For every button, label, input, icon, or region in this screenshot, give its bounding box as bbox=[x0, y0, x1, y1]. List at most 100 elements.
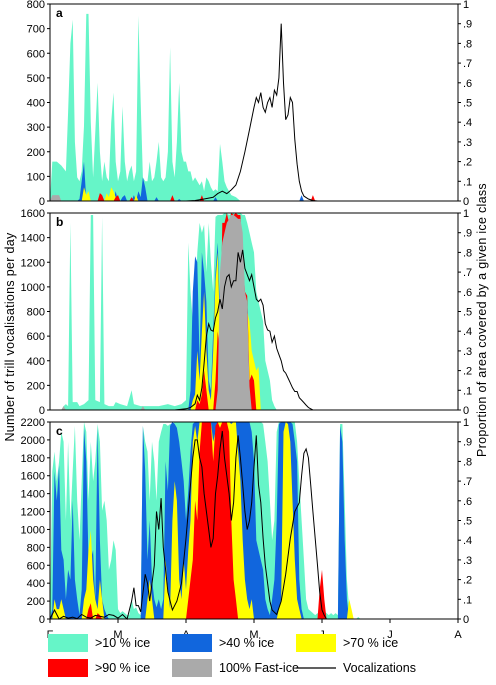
right-tick-label: .9 bbox=[463, 228, 472, 240]
area-ice10-panel-a bbox=[50, 13, 458, 202]
left-tick-label: 1000 bbox=[21, 282, 45, 294]
legend-swatch bbox=[172, 659, 212, 677]
right-tick-label: .2 bbox=[463, 157, 472, 169]
left-tick-label: 1800 bbox=[21, 453, 45, 465]
right-tick-label: .1 bbox=[463, 176, 472, 188]
left-tick-label: 800 bbox=[27, 0, 45, 11]
left-tick-label: 100 bbox=[27, 171, 45, 183]
left-tick-label: 300 bbox=[27, 122, 45, 134]
area-ice70-panel-b bbox=[50, 222, 458, 410]
left-tick-label: 1600 bbox=[21, 208, 45, 220]
left-tick-label: 1600 bbox=[21, 471, 45, 483]
left-tick-label: 0 bbox=[39, 405, 45, 417]
left-tick-label: 1200 bbox=[21, 507, 45, 519]
left-tick-label: 1400 bbox=[21, 233, 45, 245]
left-tick-label: 800 bbox=[27, 307, 45, 319]
right-tick-label: .4 bbox=[463, 326, 472, 338]
right-tick-label: .4 bbox=[463, 117, 472, 129]
vocalisation-line-panel-c bbox=[49, 430, 458, 620]
area-ice40-panel-c bbox=[50, 422, 458, 619]
right-tick-label: 0 bbox=[463, 614, 469, 626]
area-ice10-panel-b bbox=[50, 213, 458, 410]
right-tick-label: .9 bbox=[463, 19, 472, 31]
month-tick-label: M bbox=[113, 629, 122, 641]
right-tick-label: .8 bbox=[463, 247, 472, 259]
chart-panels: 01002003004005006007008000.1.2.3.4.5.6.7… bbox=[21, 0, 473, 626]
legend-swatch bbox=[296, 634, 336, 652]
right-tick-label: 1 bbox=[463, 208, 469, 220]
vocalisation-line-panel-b bbox=[174, 249, 458, 411]
area-ice70-panel-c bbox=[50, 422, 458, 619]
left-tick-label: 800 bbox=[27, 542, 45, 554]
legend-label: >90 % ice bbox=[95, 661, 150, 675]
right-tick-label: .5 bbox=[463, 516, 472, 528]
left-tick-label: 1200 bbox=[21, 257, 45, 269]
right-tick-label: .6 bbox=[463, 496, 472, 508]
right-tick-label: .1 bbox=[463, 385, 472, 397]
legend-item-ice90: >90 % ice bbox=[48, 659, 150, 677]
legend-label: Vocalizations bbox=[343, 661, 416, 675]
right-tick-label: .7 bbox=[463, 476, 472, 488]
left-tick-label: 700 bbox=[27, 24, 45, 36]
legend-item-ice70: >70 % ice bbox=[296, 634, 398, 652]
legend-item-ice40: >40 % ice bbox=[172, 634, 274, 652]
right-tick-label: .9 bbox=[463, 437, 472, 449]
panel-b: 0 200 400 600 800 1000 1200 1400 1600 0 .1 .2 .3 .4 .5… bbox=[21, 208, 473, 417]
left-tick-label: 0 bbox=[39, 614, 45, 626]
left-tick-label: 400 bbox=[27, 578, 45, 590]
right-tick-label: .7 bbox=[463, 267, 472, 279]
left-tick-label: 200 bbox=[27, 380, 45, 392]
month-tick-label: J bbox=[387, 629, 393, 641]
left-tick-label: 2000 bbox=[21, 435, 45, 447]
right-tick-label: .4 bbox=[463, 535, 472, 547]
right-tick-label: .2 bbox=[463, 575, 472, 587]
right-tick-label: .8 bbox=[463, 456, 472, 468]
left-tick-label: 600 bbox=[27, 48, 45, 60]
left-tick-label: 500 bbox=[27, 73, 45, 85]
right-tick-label: 0 bbox=[463, 405, 469, 417]
right-tick-label: 0 bbox=[463, 196, 469, 208]
right-tick-label: 1 bbox=[463, 417, 469, 429]
legend-label: >70 % ice bbox=[343, 636, 398, 650]
right-tick-label: .3 bbox=[463, 137, 472, 149]
left-axis-label: Number of trill vocalisations per day bbox=[3, 232, 17, 442]
month-tick-label: M bbox=[249, 629, 258, 641]
right-tick-label: .6 bbox=[463, 287, 472, 299]
legend-item-vocal: Vocalizations bbox=[296, 661, 416, 675]
right-tick-label: .7 bbox=[463, 58, 472, 70]
vocalisation-line-panel-a bbox=[185, 23, 322, 202]
panel-label: a bbox=[56, 6, 63, 20]
left-tick-label: 0 bbox=[39, 196, 45, 208]
legend-label: 100% Fast-ice bbox=[219, 661, 299, 675]
left-tick-label: 200 bbox=[27, 147, 45, 159]
legend-swatch bbox=[172, 634, 212, 652]
legend-item-fast: 100% Fast-ice bbox=[172, 659, 299, 677]
left-tick-label: 1400 bbox=[21, 489, 45, 501]
area-ice70-panel-a bbox=[50, 187, 458, 201]
left-tick-label: 600 bbox=[27, 331, 45, 343]
panel-label: b bbox=[56, 215, 63, 229]
right-axis-label: Proportion of area covered by a given ic… bbox=[475, 183, 489, 457]
left-tick-label: 400 bbox=[27, 98, 45, 110]
left-tick-label: 2200 bbox=[21, 417, 45, 429]
left-tick-label: 600 bbox=[27, 560, 45, 572]
left-tick-label: 1000 bbox=[21, 524, 45, 536]
legend-label: >10 % ice bbox=[95, 636, 150, 650]
legend-item-ice10: >10 % ice bbox=[48, 634, 150, 652]
legend-swatch bbox=[48, 659, 88, 677]
right-tick-label: .1 bbox=[463, 594, 472, 606]
legend-swatch bbox=[48, 634, 88, 652]
right-tick-label: .6 bbox=[463, 78, 472, 90]
right-tick-label: .8 bbox=[463, 38, 472, 50]
right-tick-label: .5 bbox=[463, 98, 472, 110]
legend: >10 % ice >40 % ice >70 % ice >90 % ice 100%… bbox=[48, 634, 416, 677]
legend-label: >40 % ice bbox=[219, 636, 274, 650]
panel-a: 0 100 200 300 400 500 600 700 800 0 .1 .2 .3 .4 .5 .6 .7… bbox=[27, 0, 473, 208]
panel-c: 0 200 400 600 800 1000 1200 1400 1600 1800 2000 220… bbox=[21, 417, 473, 626]
panel-label: c bbox=[56, 424, 63, 438]
left-tick-label: 200 bbox=[27, 596, 45, 608]
right-tick-label: .3 bbox=[463, 346, 472, 358]
left-tick-label: 400 bbox=[27, 356, 45, 368]
month-tick-label: A bbox=[454, 629, 462, 641]
